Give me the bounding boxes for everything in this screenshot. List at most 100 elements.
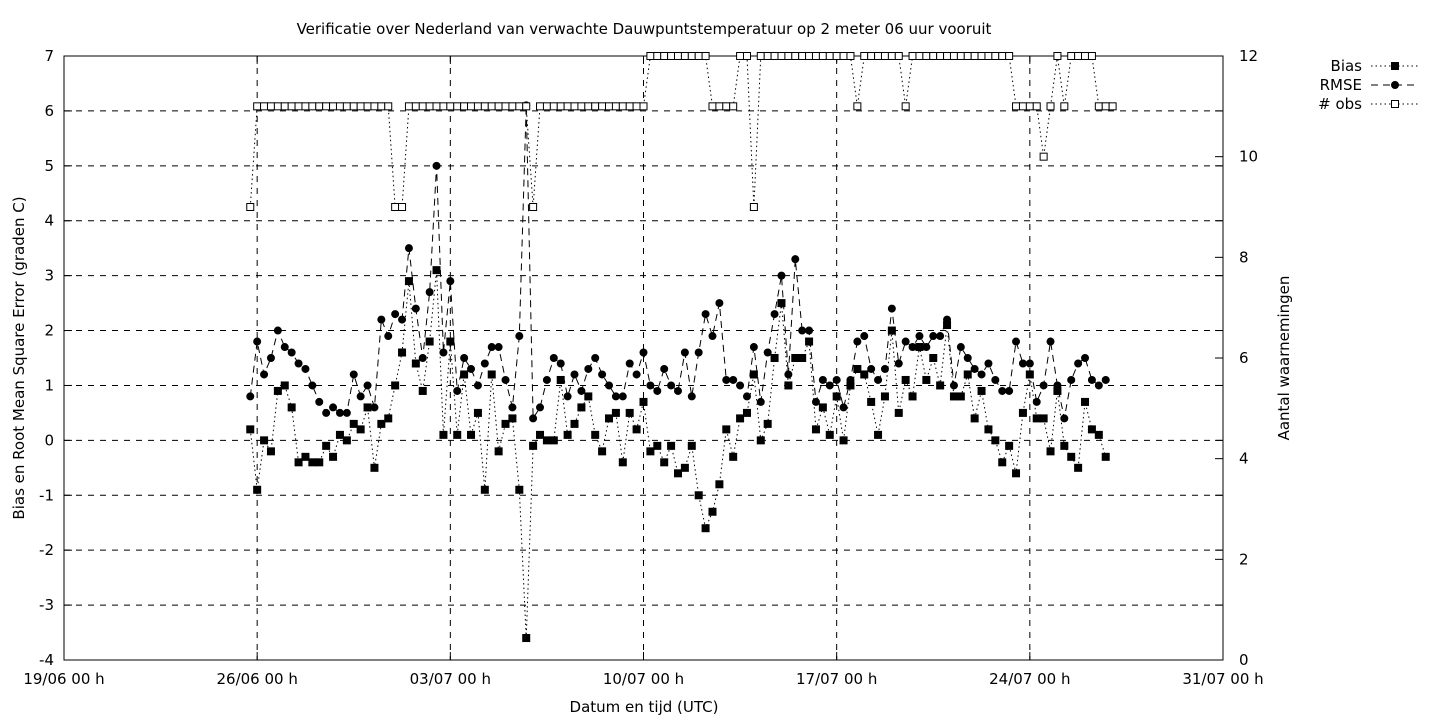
data-point (1108, 102, 1117, 111)
data-point (646, 381, 655, 390)
data-point (253, 485, 262, 494)
data-point (756, 397, 765, 406)
y-tick-label: 4 (44, 212, 54, 230)
data-point (860, 52, 869, 60)
data-point (715, 299, 724, 308)
y-tick-label: -4 (39, 651, 54, 669)
data-point (984, 52, 993, 60)
data-point (556, 359, 565, 368)
data-point (384, 102, 393, 111)
data-point (425, 288, 434, 297)
data-point (1074, 359, 1083, 368)
data-point (680, 348, 689, 357)
data-point (280, 381, 289, 390)
data-point (777, 52, 786, 60)
data-point (480, 359, 489, 368)
data-point (439, 102, 448, 111)
data-point (1053, 381, 1062, 390)
data-point (363, 381, 372, 390)
data-point (991, 436, 1000, 445)
data-point (363, 403, 372, 412)
data-point (887, 52, 896, 60)
data-point (611, 102, 620, 111)
data-point (977, 52, 986, 60)
data-point (522, 634, 531, 643)
data-point (605, 381, 614, 390)
data-point (542, 436, 551, 445)
data-point (1025, 370, 1034, 379)
data-point (377, 102, 386, 111)
data-point (322, 102, 331, 111)
data-point (556, 102, 565, 111)
data-point (515, 485, 524, 494)
data-point (349, 102, 358, 111)
data-point (315, 458, 324, 467)
x-tick-label: 31/07 00 h (1182, 670, 1263, 688)
legend-label: Bias (1331, 57, 1363, 75)
data-point (667, 52, 676, 60)
data-point (1039, 414, 1048, 423)
data-point (922, 343, 931, 352)
data-point (246, 425, 255, 434)
x-axis: 19/06 00 h 26/06 00 h 03/07 00 h 10/07 00 h… (23, 56, 1264, 688)
data-point (970, 364, 979, 373)
data-point (563, 102, 572, 111)
data-point (956, 52, 965, 60)
data-point (867, 397, 876, 406)
data-point (418, 354, 427, 362)
data-point (418, 102, 427, 111)
data-point (722, 425, 731, 434)
data-point (977, 386, 986, 395)
data-point (425, 337, 434, 346)
grid-lines (64, 56, 1223, 660)
data-point (1032, 397, 1041, 406)
data-point (832, 52, 841, 60)
data-point (742, 392, 751, 401)
data-point (515, 332, 524, 341)
series-2 (246, 52, 1117, 211)
data-point (805, 337, 814, 346)
data-point (460, 370, 469, 379)
data-point (991, 52, 1000, 60)
data-point (549, 354, 558, 362)
data-point (356, 392, 365, 401)
data-point (791, 255, 800, 264)
data-point (384, 332, 393, 341)
data-point (425, 102, 434, 111)
data-point (915, 332, 924, 341)
data-point (736, 381, 745, 390)
data-point (770, 354, 779, 362)
x-tick-label: 17/07 00 h (796, 670, 877, 688)
x-tick-label: 24/07 00 h (989, 670, 1070, 688)
data-point (963, 354, 972, 362)
data-point (846, 375, 855, 384)
data-point (894, 52, 903, 60)
data-point (667, 381, 676, 390)
data-point (529, 441, 538, 450)
data-point (1018, 359, 1027, 368)
data-point (577, 386, 586, 395)
data-point (1018, 102, 1027, 111)
x-tick-label: 26/06 00 h (216, 670, 297, 688)
data-point (439, 348, 448, 357)
data-point (984, 425, 993, 434)
data-point (494, 343, 503, 352)
data-point (342, 102, 351, 111)
data-point (1053, 52, 1062, 60)
data-point (777, 271, 786, 280)
data-point (294, 458, 303, 467)
data-point (501, 102, 510, 111)
data-point (329, 403, 338, 412)
data-point (1046, 102, 1055, 111)
series-1 (246, 101, 1110, 423)
data-point (825, 381, 834, 390)
data-point (1074, 52, 1083, 60)
series-0 (246, 266, 1110, 643)
legend-label: RMSE (1320, 76, 1362, 94)
data-point (887, 326, 896, 335)
data-point (487, 102, 496, 111)
data-point (356, 102, 365, 111)
data-point (667, 441, 676, 450)
data-point (563, 392, 572, 401)
